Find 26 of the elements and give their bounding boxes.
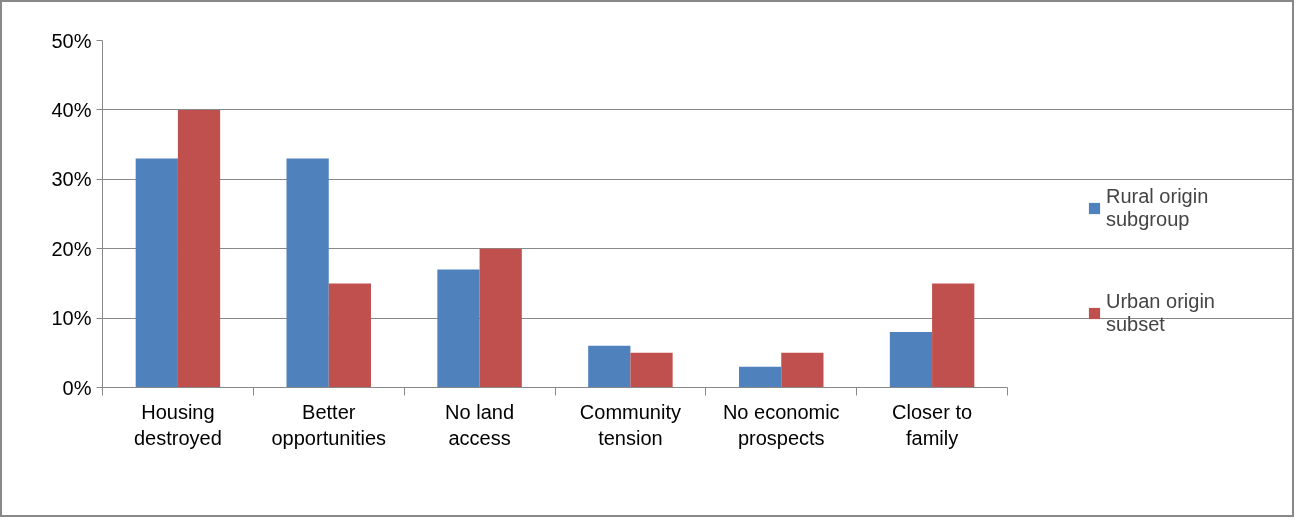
bar <box>177 109 221 388</box>
y-tick-label: 10% <box>51 307 92 330</box>
bar <box>135 158 178 388</box>
y-tick-label: 0% <box>62 376 92 399</box>
y-tick-label: 30% <box>51 168 92 191</box>
bar <box>588 345 631 388</box>
bar <box>889 331 933 388</box>
bar <box>781 352 824 388</box>
x-tick-label: Better opportunities <box>271 400 387 449</box>
y-tick-label: 40% <box>51 98 92 121</box>
bar <box>479 248 522 388</box>
bar <box>932 283 975 388</box>
legend-label: Rural origin subgroup <box>1106 184 1209 232</box>
x-tick-label: Closer to family <box>892 400 973 449</box>
x-tick-label: No economic prospects <box>722 400 840 449</box>
bar <box>437 269 480 388</box>
bar <box>630 352 673 388</box>
bar <box>328 283 371 388</box>
bar <box>286 158 329 388</box>
legend-label: Urban origin subset <box>1106 289 1215 337</box>
y-tick-label: 50% <box>51 29 92 52</box>
bar <box>739 366 782 388</box>
x-tick-label: Community tension <box>579 400 681 449</box>
y-tick-label: 20% <box>51 237 92 260</box>
x-tick-label: No land access <box>445 400 515 449</box>
x-tick-label: Housing destroyed <box>134 400 222 449</box>
